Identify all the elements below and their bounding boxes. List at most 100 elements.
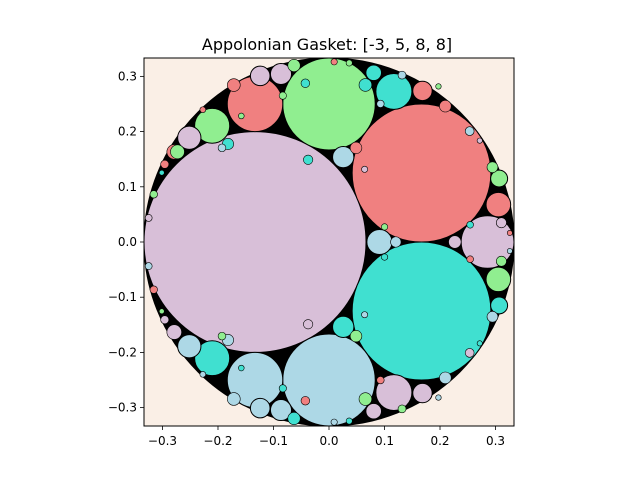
gasket-circle bbox=[227, 392, 241, 406]
gasket-circle bbox=[365, 403, 382, 420]
gasket-circle bbox=[287, 59, 301, 72]
gasket-circle bbox=[358, 78, 373, 92]
gasket-circle bbox=[412, 80, 433, 102]
gasket-circle bbox=[278, 384, 287, 393]
gasket-circle bbox=[300, 78, 310, 88]
chart-title: Appolonian Gasket: [-3, 5, 8, 8] bbox=[202, 35, 452, 54]
gasket-circle bbox=[269, 399, 293, 422]
gasket-circle bbox=[345, 59, 353, 67]
gasket-circle bbox=[160, 315, 170, 325]
gasket-circle bbox=[149, 190, 158, 199]
gasket-circle bbox=[485, 266, 512, 293]
gasket-circle bbox=[476, 340, 483, 347]
gasket-circle bbox=[375, 374, 413, 411]
gasket-circle bbox=[464, 348, 475, 358]
x-tick-label: 0.2 bbox=[430, 434, 449, 448]
circle-layer bbox=[144, 58, 514, 426]
y-tick-label: −0.1 bbox=[108, 290, 137, 304]
y-tick-label: 0.1 bbox=[118, 180, 137, 194]
gasket-circle bbox=[332, 145, 355, 169]
x-tick-label: −0.1 bbox=[259, 434, 288, 448]
gasket-circle bbox=[506, 230, 513, 236]
gasket-circle bbox=[376, 376, 385, 385]
gasket-circle bbox=[476, 137, 483, 144]
x-tick-label: −0.3 bbox=[148, 434, 177, 448]
y-tick-label: −0.2 bbox=[108, 345, 137, 359]
gasket-circle bbox=[376, 99, 385, 108]
gasket-circle bbox=[375, 73, 413, 110]
gasket-circle bbox=[448, 235, 462, 249]
gasket-circle bbox=[412, 382, 433, 404]
gasket-circle bbox=[435, 83, 442, 90]
gasket-circle bbox=[194, 107, 231, 144]
gasket-circle bbox=[149, 285, 158, 294]
gasket-circle bbox=[170, 144, 185, 160]
gasket-circle bbox=[345, 417, 353, 425]
gasket-circle bbox=[227, 78, 241, 92]
gasket-circle bbox=[194, 340, 231, 377]
gasket-circle bbox=[381, 223, 389, 231]
gasket-circle bbox=[177, 334, 202, 359]
gasket-circle bbox=[464, 126, 475, 136]
gasket-circle bbox=[217, 331, 227, 341]
gasket-circle bbox=[238, 112, 245, 120]
y-tick-label: 0.2 bbox=[118, 125, 137, 139]
gasket-circle bbox=[158, 169, 165, 176]
gasket-circle bbox=[287, 412, 301, 425]
gasket-circle bbox=[217, 143, 227, 153]
gasket-circle bbox=[282, 58, 376, 151]
gasket-circle bbox=[358, 392, 373, 406]
gasket-circle bbox=[366, 228, 393, 256]
gasket-circle bbox=[249, 65, 271, 87]
gasket-circle bbox=[349, 141, 363, 154]
gasket-circle bbox=[485, 191, 512, 218]
gasket-circle bbox=[249, 397, 271, 419]
gasket-circle bbox=[144, 214, 153, 222]
gasket-circle bbox=[365, 64, 382, 81]
gasket-circle bbox=[381, 253, 389, 261]
gasket-circle bbox=[490, 296, 509, 315]
y-tick-label: 0.0 bbox=[118, 235, 137, 249]
gasket-circle bbox=[466, 255, 474, 263]
gasket-circle bbox=[330, 418, 338, 426]
gasket-circle bbox=[486, 311, 499, 323]
gasket-circle bbox=[486, 161, 499, 173]
gasket-circle bbox=[349, 330, 363, 343]
gasket-circle bbox=[144, 262, 153, 270]
gasket-circle bbox=[435, 394, 442, 401]
gasket-circle bbox=[361, 165, 369, 173]
gasket-circle bbox=[160, 159, 170, 169]
gasket-circle bbox=[238, 364, 245, 372]
gasket-circle bbox=[490, 169, 509, 188]
gasket-circle bbox=[158, 308, 165, 315]
gasket-circle bbox=[397, 70, 407, 80]
gasket-circle bbox=[397, 404, 407, 414]
gasket-circle bbox=[303, 319, 314, 330]
x-tick-label: 0.1 bbox=[375, 434, 394, 448]
gasket-circle bbox=[330, 58, 338, 66]
gasket-circle bbox=[466, 221, 474, 229]
gasket-circle bbox=[166, 324, 182, 340]
gasket-circle bbox=[303, 154, 314, 165]
gasket-circle bbox=[390, 236, 402, 248]
gasket-circle bbox=[361, 311, 369, 319]
x-axis: −0.3 −0.2 −0.1 0.0 0.1 0.2 0.3 bbox=[148, 426, 505, 448]
gasket-circle bbox=[199, 371, 207, 378]
y-axis: 0.3 0.2 0.1 0.0 −0.1 −0.2 −0.3 bbox=[108, 69, 144, 415]
y-tick-label: −0.3 bbox=[108, 401, 137, 415]
gasket-circle bbox=[269, 62, 293, 85]
gasket-circle bbox=[278, 91, 287, 100]
gasket-circle bbox=[439, 371, 452, 385]
x-tick-label: 0.3 bbox=[486, 434, 505, 448]
gasket-circle bbox=[199, 106, 207, 113]
y-tick-label: 0.3 bbox=[118, 69, 137, 83]
gasket-circle bbox=[300, 396, 310, 406]
gasket-circle bbox=[177, 125, 202, 150]
gasket-circle bbox=[495, 217, 507, 229]
gasket-circle bbox=[506, 248, 513, 254]
gasket-circle bbox=[332, 315, 355, 339]
gasket-circle bbox=[144, 131, 367, 353]
gasket-circle bbox=[351, 241, 492, 381]
gasket-circle bbox=[282, 333, 376, 426]
